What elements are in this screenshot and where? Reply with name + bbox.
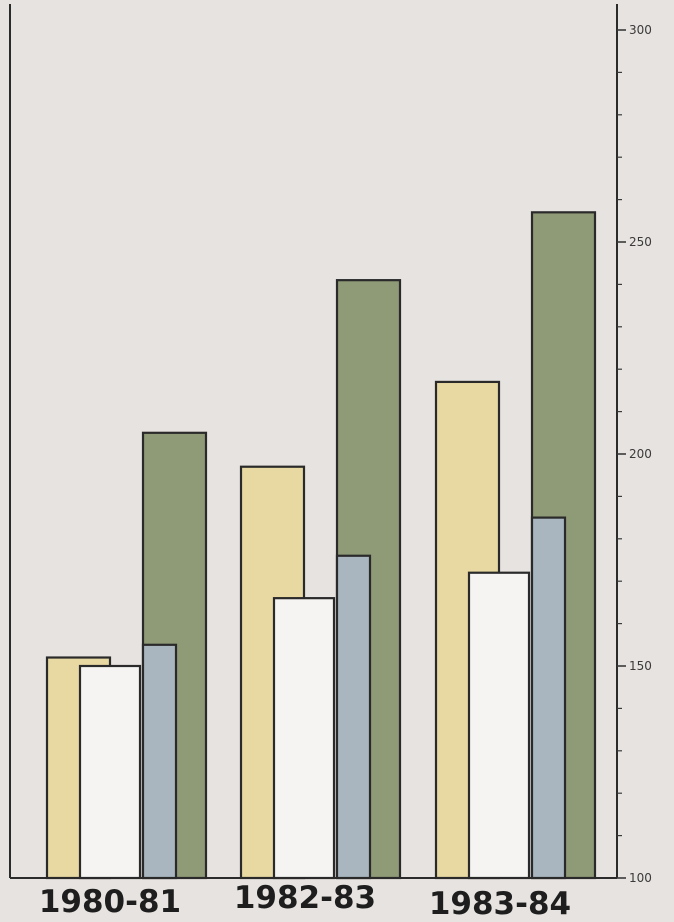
y-axis: 100 150 200 250 300: [617, 23, 652, 885]
y-tick-label: 250: [629, 235, 652, 249]
category-labels: 1980-81 1982-83 1983-84: [39, 880, 571, 922]
bar-1983-84-s3: [530, 516, 567, 880]
y-tick-label: 150: [629, 659, 652, 673]
bar-1982-83-s3: [335, 554, 372, 880]
y-tick-label: 200: [629, 447, 652, 461]
bar-1980-81-s2: [78, 664, 142, 880]
category-label: 1982-83: [234, 880, 376, 916]
bar-1982-83-s2: [272, 597, 336, 880]
bars: [45, 211, 597, 880]
category-label: 1980-81: [39, 884, 181, 920]
y-tick-label: 300: [629, 23, 652, 37]
y-tick-label: 100: [629, 871, 652, 885]
bar-1983-84-s2: [467, 571, 531, 880]
bar-1980-81-s3: [141, 643, 178, 880]
category-label: 1983-84: [429, 886, 571, 922]
